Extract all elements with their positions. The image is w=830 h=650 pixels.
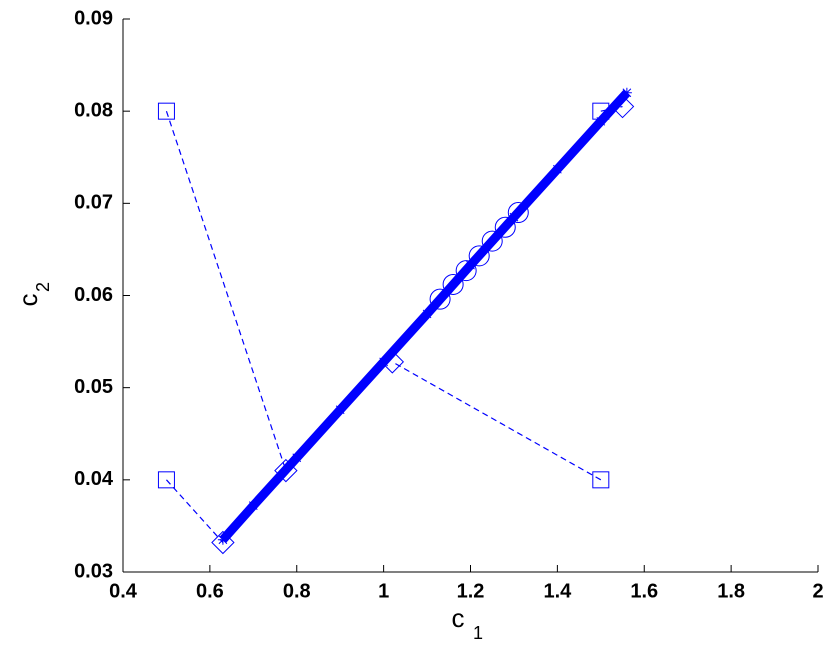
series [217, 87, 632, 545]
series-line [165, 479, 224, 543]
square-marker [592, 471, 610, 489]
diamond-marker [380, 350, 405, 374]
circle-marker [468, 245, 490, 267]
circle-marker [507, 202, 529, 224]
asterisk-marker [621, 87, 632, 98]
x-tick-label: 2 [812, 580, 823, 602]
x-tick-label: 1.8 [717, 580, 745, 602]
x-axis-label-subscript: 1 [473, 623, 483, 643]
y-axis-label-subscript: 2 [33, 282, 53, 292]
y-axis-label-group: c 2 [13, 282, 53, 307]
series [211, 94, 635, 555]
y-tick-label: 0.04 [74, 468, 114, 490]
x-tick-label: 1.2 [457, 580, 485, 602]
circle-marker [429, 288, 451, 310]
x-tick-label: 1 [378, 580, 389, 602]
diamond-marker [274, 458, 298, 483]
x-axis-label: c [452, 603, 465, 633]
y-tick-label: 0.09 [74, 7, 113, 29]
x-tick-label: 1.4 [543, 580, 572, 602]
y-tick-label: 0.07 [74, 192, 113, 214]
asterisk-marker [465, 260, 476, 271]
asterisk-marker [291, 452, 302, 463]
y-axis-label: c [13, 294, 43, 307]
y-tick-label: 0.03 [74, 560, 113, 582]
series [157, 102, 610, 489]
series [392, 361, 602, 481]
circle-marker [455, 260, 477, 282]
x-tick-label: 0.6 [196, 580, 224, 602]
asterisk-marker [335, 404, 346, 415]
circle-marker [442, 273, 464, 295]
diamond-marker [211, 530, 235, 555]
y-tick-label: 0.06 [74, 284, 113, 306]
series [429, 202, 529, 310]
asterisk-marker [217, 534, 228, 545]
series-line [392, 361, 602, 481]
y-tick-label: 0.08 [74, 99, 113, 121]
diamond-marker [610, 94, 635, 119]
asterisk-marker [595, 116, 606, 127]
square-marker [157, 102, 175, 120]
circle-marker [494, 216, 516, 238]
square-marker [592, 102, 610, 120]
asterisk-marker [248, 500, 259, 511]
circle-marker [481, 230, 503, 252]
series [165, 110, 287, 471]
x-tick-label: 1.6 [630, 580, 658, 602]
series [165, 479, 224, 543]
x-tick-label: 0.4 [109, 580, 138, 602]
asterisk-marker [552, 164, 563, 175]
asterisk-marker [422, 308, 433, 319]
x-tick-label: 0.8 [283, 580, 311, 602]
series-line [165, 110, 287, 471]
asterisk-marker [378, 356, 389, 367]
y-tick-label: 0.05 [74, 376, 113, 398]
asterisk-marker [508, 212, 519, 223]
square-marker [157, 471, 175, 489]
